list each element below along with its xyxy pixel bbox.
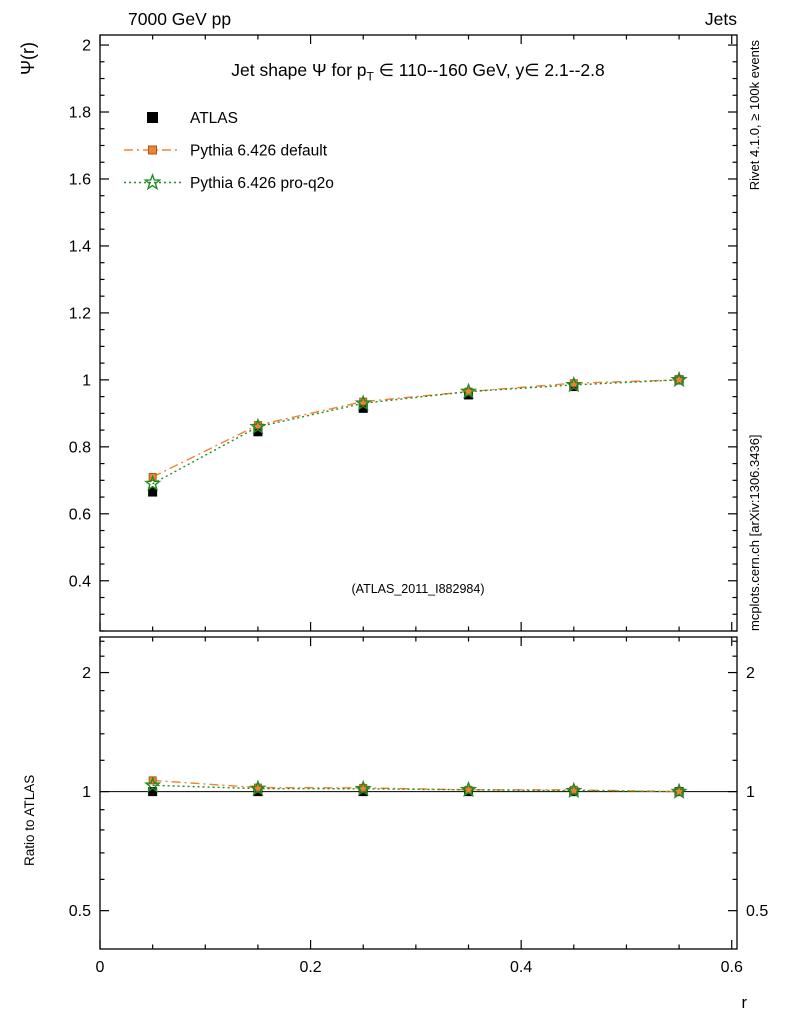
legend-marker-pythia-default bbox=[148, 145, 157, 155]
plot-title: Jet shape Ψ for pT ∈ 110--160 GeV, y∈ 2.… bbox=[231, 60, 604, 84]
data-point-star-pythia-proq2o bbox=[565, 781, 583, 799]
data-point-star-pythia-proq2o bbox=[670, 370, 688, 388]
ratio-tick-label-right: 2 bbox=[746, 665, 755, 682]
data-point-star-pythia-proq2o bbox=[459, 780, 478, 798]
y-tick-label: 0.8 bbox=[69, 439, 91, 456]
y-tick-label: 1 bbox=[82, 372, 91, 389]
y-tick-label: 0.6 bbox=[69, 506, 91, 523]
y-tick-label: 2 bbox=[82, 38, 91, 55]
data-point-star-pythia-proq2o bbox=[249, 779, 267, 796]
analysis-id-watermark: (ATLAS_2011_I882984) bbox=[352, 582, 485, 596]
y-tick-label: 0.4 bbox=[69, 573, 91, 590]
legend: ATLAS Pythia 6.426 default Pythia 6.426 … bbox=[124, 110, 334, 192]
x-axis-label: r bbox=[742, 994, 748, 1012]
x-tick-label: 0.6 bbox=[721, 959, 743, 976]
ratio-tick-label-left: 0.5 bbox=[69, 903, 91, 920]
series-line-main bbox=[152, 379, 680, 478]
legend-markers bbox=[124, 112, 181, 191]
y-axis-label-main: Ψ(r) bbox=[18, 42, 38, 75]
mcplots-attribution: mcplots.cern.ch [arXiv:1306.3436] bbox=[747, 434, 762, 631]
plot-title-sub: T bbox=[367, 70, 375, 84]
data-point-star-pythia-proq2o bbox=[354, 779, 372, 797]
data-point-square-atlas bbox=[148, 787, 158, 797]
data-point-square-atlas bbox=[148, 487, 158, 497]
series-layer bbox=[144, 370, 688, 799]
data-point-star-pythia-proq2o bbox=[670, 782, 688, 799]
series-line-main bbox=[152, 379, 680, 485]
y-tick-label: 1.2 bbox=[69, 305, 91, 322]
x-tick-label: 0 bbox=[96, 959, 105, 976]
ratio-tick-label-left: 1 bbox=[82, 784, 91, 801]
ratio-tick-label-right: 1 bbox=[746, 784, 755, 801]
data-point-square-atlas bbox=[253, 427, 263, 437]
y-tick-label: 1.6 bbox=[69, 171, 91, 188]
data-point-star-pythia-proq2o bbox=[144, 776, 162, 793]
legend-label-atlas: ATLAS bbox=[190, 110, 238, 127]
y-axis-label-ratio: Ratio to ATLAS bbox=[22, 775, 37, 866]
ratio-tick-label-right: 0.5 bbox=[746, 903, 768, 920]
main-panel-border bbox=[99, 34, 738, 632]
series-line-ratio bbox=[152, 779, 680, 793]
legend-marker-atlas bbox=[147, 112, 158, 123]
x-tick-label: 0.2 bbox=[299, 959, 321, 976]
axes-layer: 0 0.2 0.4 0.6 0.4 0.6 0.8 1 1.2 1.4 1.6 1.8 2 0.5 0.5 1… bbox=[69, 34, 768, 976]
header-beam-energy: 7000 GeV pp bbox=[128, 9, 231, 29]
data-point-star-pythia-proq2o bbox=[354, 394, 372, 411]
header-analysis-group: Jets bbox=[705, 9, 737, 29]
ratio-tick-label-left: 2 bbox=[82, 665, 91, 682]
legend-label-pythia-proq2o: Pythia 6.426 pro-q2o bbox=[190, 175, 334, 192]
data-point-star-pythia-proq2o bbox=[144, 474, 162, 491]
rivet-version-note: Rivet 4.1.0, ≥ 100k events bbox=[747, 40, 762, 191]
plot-title-pre: Jet shape Ψ for p bbox=[231, 60, 366, 80]
legend-marker-pythia-proq2o bbox=[143, 172, 162, 191]
plot-title-post: ∈ 110--160 GeV, y∈ 2.1--2.8 bbox=[374, 60, 605, 80]
data-point-star-pythia-proq2o bbox=[249, 417, 267, 435]
x-tick-label: 0.4 bbox=[510, 959, 532, 976]
ratio-panel-border bbox=[99, 636, 738, 950]
legend-label-pythia-default: Pythia 6.426 default bbox=[190, 143, 328, 160]
y-tick-label: 1.8 bbox=[69, 105, 91, 122]
data-point-square-atlas bbox=[358, 403, 368, 413]
data-point-star-pythia-proq2o bbox=[565, 375, 583, 393]
data-point-star-pythia-proq2o bbox=[459, 382, 478, 399]
y-tick-label: 1.4 bbox=[69, 238, 91, 255]
